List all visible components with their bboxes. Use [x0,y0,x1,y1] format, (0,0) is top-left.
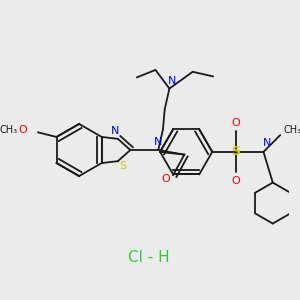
Text: N: N [111,126,119,136]
Text: CH₃: CH₃ [0,125,17,135]
Text: O: O [231,118,240,128]
Text: N: N [263,139,272,148]
Text: N: N [168,76,176,86]
Text: Cl - H: Cl - H [128,250,170,265]
Text: S: S [119,161,126,171]
Text: O: O [161,174,170,184]
Text: O: O [19,125,27,135]
Text: CH₃: CH₃ [283,125,300,135]
Text: N: N [154,136,162,147]
Text: S: S [231,146,240,158]
Text: O: O [231,176,240,186]
